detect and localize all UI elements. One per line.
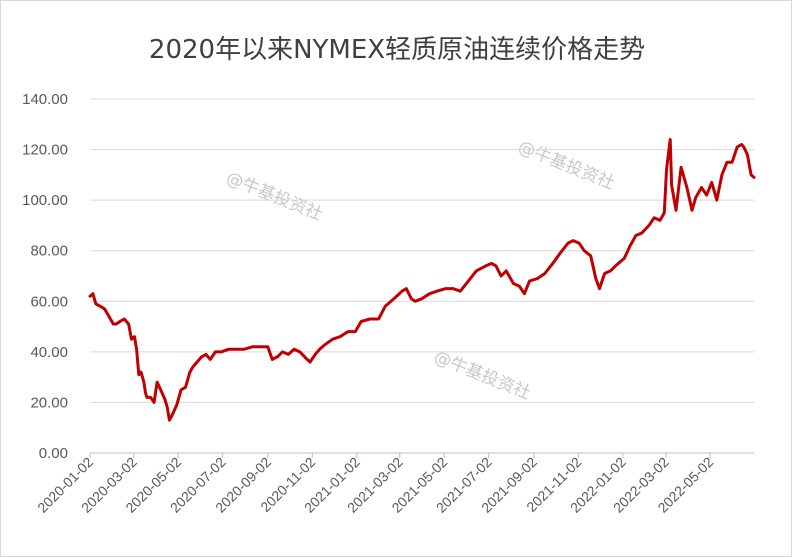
watermark-2: @牛基投资社 (515, 137, 617, 194)
y-tick-label: 80.00 (30, 243, 68, 260)
y-tick-label: 20.00 (30, 394, 68, 411)
x-axis-tick-labels: 2020-01-022020-03-022020-05-022020-07-02… (34, 453, 717, 516)
watermark-3: @牛基投资社 (431, 347, 533, 404)
y-axis-tick-labels: 0.00 20.00 40.00 60.00 80.00 100.00 120.00 140.… (22, 91, 68, 462)
y-tick-label: 100.00 (22, 192, 68, 209)
y-tick-label: 0.00 (39, 445, 68, 462)
y-tick-label: 60.00 (30, 293, 68, 310)
watermark-1: @牛基投资社 (223, 168, 325, 225)
y-tick-label: 40.00 (30, 344, 68, 361)
y-tick-label: 140.00 (22, 91, 68, 108)
chart-title: 2020年以来NYMEX轻质原油连续价格走势 (149, 35, 645, 65)
price-series-line (88, 138, 756, 422)
gridlines (90, 98, 754, 403)
series-group (88, 138, 756, 422)
y-tick-label: 120.00 (22, 142, 68, 159)
